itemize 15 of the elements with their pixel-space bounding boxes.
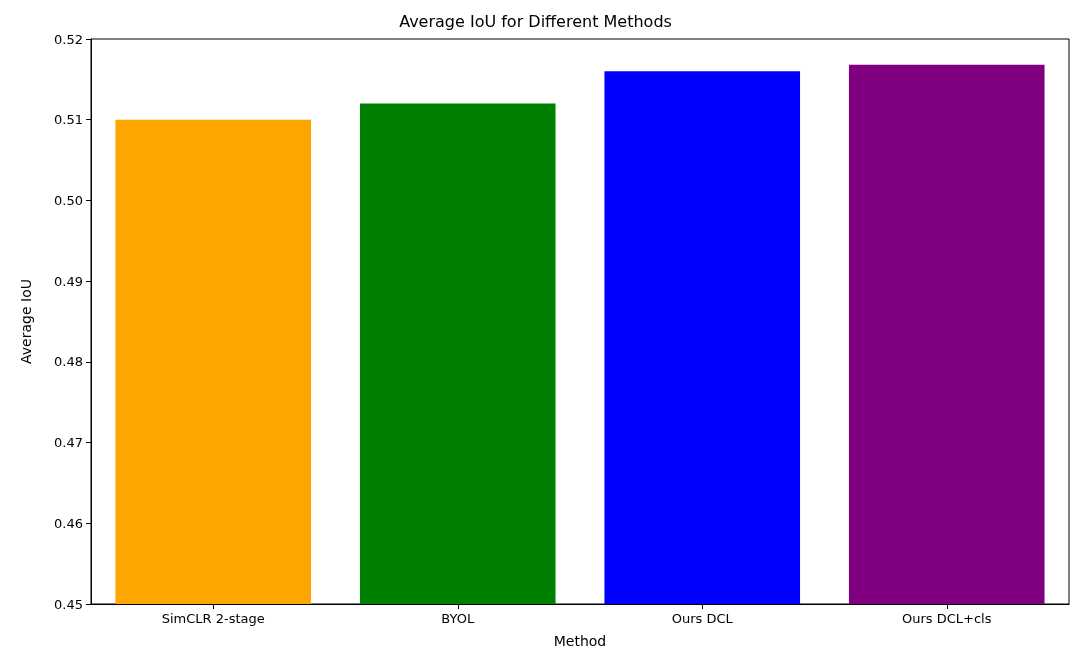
y-tick-label: 0.48 bbox=[54, 354, 83, 370]
chart-title: Average IoU for Different Methods bbox=[399, 11, 672, 31]
y-tick-label: 0.49 bbox=[54, 273, 83, 289]
y-tick-label: 0.46 bbox=[54, 515, 83, 531]
y-tick-label: 0.47 bbox=[54, 435, 83, 451]
y-tick-label: 0.45 bbox=[54, 596, 83, 612]
y-axis-title: Average IoU bbox=[18, 279, 34, 364]
x-tick-label: SimCLR 2-stage bbox=[161, 611, 265, 626]
y-tick-label: 0.52 bbox=[54, 31, 83, 47]
x-tick-label: Ours DCL bbox=[671, 611, 734, 626]
x-tick-label: BYOL bbox=[441, 611, 475, 626]
x-axis-title: Method bbox=[553, 633, 607, 649]
x-tick-label: Ours DCL+cls bbox=[902, 611, 992, 626]
y-tick-label: 0.50 bbox=[54, 192, 83, 208]
y-tick-label: 0.51 bbox=[54, 112, 83, 128]
